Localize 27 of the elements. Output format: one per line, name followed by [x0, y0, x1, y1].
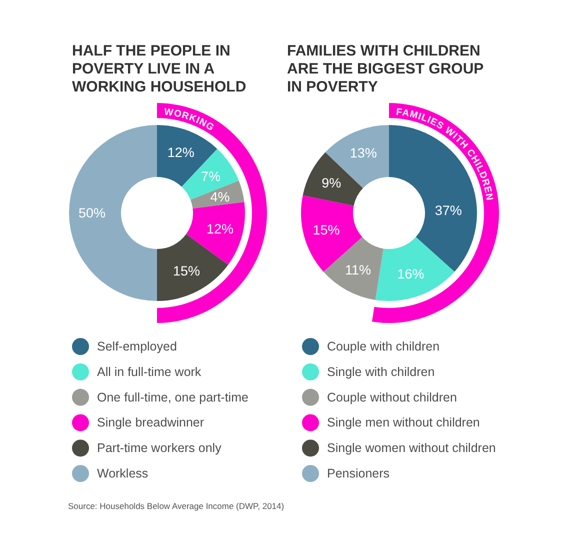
data-label: 15% — [312, 222, 340, 238]
legend-label: Couple with children — [327, 340, 440, 354]
data-label: 11% — [344, 262, 371, 278]
legend-label: Part-time workers only — [97, 441, 222, 456]
data-label: 37% — [434, 202, 462, 218]
legend-label: Pensioners — [327, 466, 390, 480]
legend-label: All in full-time work — [97, 364, 202, 379]
data-label: 12% — [167, 145, 194, 160]
legend-label: One full-time, one part-time — [97, 390, 248, 404]
data-label: 7% — [201, 168, 221, 184]
legend-label: Couple without children — [327, 390, 457, 404]
legend-label: Single men without children — [327, 416, 480, 430]
chart-title: HALF THE PEOPLE IN POVERTY LIVE IN A WORKING HOUSEHOLD — [72, 42, 246, 96]
data-label: 13% — [350, 146, 377, 161]
legend-label: Single women without children — [327, 441, 496, 456]
legend-label: Single breadwinner — [97, 416, 204, 430]
legend-label: Workless — [97, 466, 148, 480]
data-label: 4% — [210, 189, 230, 204]
data-label: 15% — [172, 263, 200, 278]
legend-label: Self-employed — [97, 340, 177, 354]
data-label: 12% — [206, 222, 234, 237]
data-label: 50% — [78, 206, 106, 220]
source-note: Source: Households Below Average Income (DWP, 2014) — [68, 501, 284, 512]
legend-label: Single with children — [327, 364, 435, 379]
data-label: 9% — [322, 175, 342, 190]
data-label: 16% — [397, 266, 424, 282]
chart-title: FAMILIES WITH CHILDREN ARE THE BIGGEST GROUP IN POVERTY — [287, 42, 484, 96]
